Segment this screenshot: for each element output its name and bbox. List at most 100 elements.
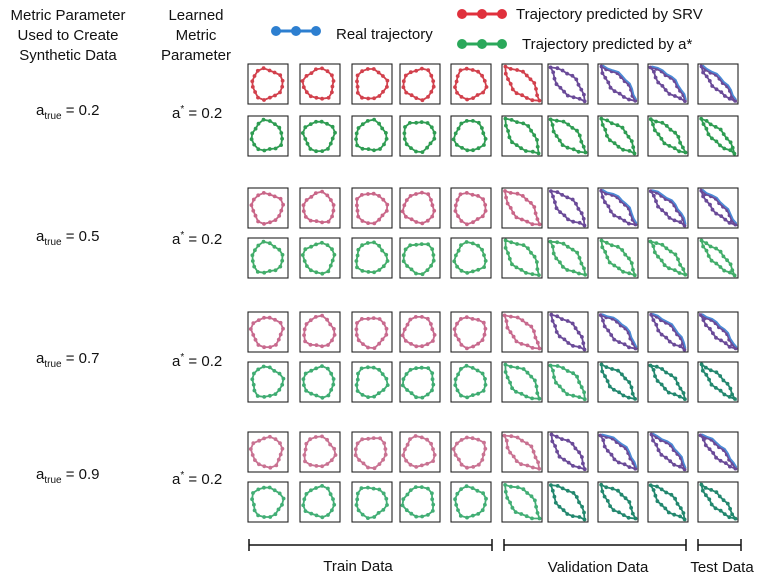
- trajectory-point: [535, 267, 540, 271]
- trajectory-point: [381, 197, 386, 202]
- trajectory-point: [551, 251, 556, 256]
- trajectory-point: [431, 258, 436, 263]
- trajectory-point: [308, 122, 313, 126]
- trajectory-point: [483, 209, 488, 213]
- trajectory-point: [471, 148, 475, 153]
- trajectory-point: [381, 508, 386, 512]
- trajectory-point: [551, 368, 555, 373]
- trajectory-point: [333, 453, 338, 457]
- trajectory-point: [455, 264, 459, 269]
- overlay-path: [601, 188, 638, 224]
- trajectory-point: [503, 489, 508, 494]
- trajectory-point: [430, 203, 435, 208]
- overlay-path: [651, 65, 687, 101]
- trajectory-point: [320, 66, 324, 71]
- trajectory-point: [402, 203, 407, 208]
- trajectory-point: [320, 240, 324, 245]
- trajectory-point: [514, 389, 518, 394]
- trajectory-point: [256, 243, 261, 248]
- trajectory-thumbnail: [247, 63, 289, 105]
- trajectory-point: [515, 191, 520, 196]
- trajectory-point: [524, 73, 529, 78]
- trajectory-point: [721, 498, 726, 503]
- trajectory-point: [571, 371, 575, 376]
- trajectory-point: [385, 202, 390, 207]
- trajectory-point: [459, 487, 463, 491]
- trajectory-point: [426, 366, 431, 370]
- trajectory-point: [429, 125, 434, 130]
- trajectory-point: [459, 317, 463, 321]
- trajectory-point: [630, 391, 635, 396]
- trajectory-point: [558, 85, 563, 90]
- trajectory-point: [326, 343, 330, 347]
- trajectory-point: [400, 209, 405, 214]
- trajectory-point: [378, 147, 382, 151]
- trajectory-point: [557, 138, 562, 143]
- trajectory-point: [409, 511, 414, 516]
- trajectory-point: [706, 132, 711, 137]
- trajectory-point: [420, 98, 425, 103]
- trajectory-point: [476, 243, 480, 248]
- trajectory-thumbnail: [647, 481, 689, 523]
- trajectory-point: [356, 508, 361, 513]
- trajectory-point: [355, 197, 359, 201]
- trajectory-point: [376, 391, 381, 396]
- trajectory-point: [267, 147, 272, 151]
- trajectory-point: [701, 70, 705, 75]
- trajectory-point: [453, 209, 458, 213]
- trajectory-point: [604, 485, 609, 490]
- trajectory-point: [660, 367, 664, 371]
- trajectory-point: [403, 447, 407, 452]
- trajectory-point: [304, 492, 309, 496]
- trajectory-point: [708, 368, 713, 373]
- trajectory-point: [273, 93, 277, 98]
- trajectory-point: [704, 126, 709, 131]
- trajectory-point: [667, 92, 672, 96]
- trajectory-point: [381, 264, 386, 269]
- trajectory-point: [429, 90, 434, 94]
- trajectory-point: [561, 508, 566, 513]
- label-train-data: Train Data: [323, 558, 393, 575]
- trajectory-point: [384, 376, 389, 381]
- trajectory-point: [707, 447, 712, 451]
- thumbnail-frame: [597, 63, 639, 105]
- trajectory-point: [511, 454, 516, 459]
- trajectory-point: [648, 363, 653, 368]
- trajectory-point: [301, 377, 306, 381]
- trajectory-thumbnail: [399, 187, 441, 229]
- trajectory-point: [503, 189, 507, 193]
- trajectory-point: [552, 76, 557, 81]
- trajectory-point: [535, 217, 540, 221]
- trajectory-point: [571, 95, 576, 100]
- trajectory-point: [733, 99, 737, 103]
- header-learned-parameter: Learned Metric Parameter: [160, 7, 232, 64]
- trajectory-point: [409, 267, 414, 272]
- trajectory-point: [519, 146, 523, 151]
- trajectory-point: [404, 142, 409, 147]
- trajectory-point: [360, 95, 364, 100]
- trajectory-point: [719, 338, 723, 343]
- trajectory-point: [314, 270, 319, 275]
- trajectory-point: [404, 508, 409, 513]
- trajectory-point: [377, 317, 382, 321]
- trajectory-point: [426, 68, 431, 72]
- trajectory-point: [609, 121, 614, 126]
- trajectory-point: [464, 66, 469, 71]
- trajectory-point: [668, 127, 673, 132]
- trajectory-point: [506, 251, 510, 255]
- trajectory-point: [717, 494, 722, 499]
- trajectory-point: [314, 343, 319, 347]
- trajectory-point: [728, 270, 732, 275]
- trajectory-point: [277, 125, 282, 130]
- trajectory-point: [672, 512, 677, 517]
- trajectory-point: [471, 220, 475, 225]
- trajectory-point: [627, 149, 632, 153]
- trajectory-point: [366, 96, 371, 101]
- trajectory-point: [728, 262, 733, 267]
- trajectory-thumbnail: [399, 481, 441, 523]
- trajectory-point: [476, 512, 481, 516]
- trajectory-point: [273, 146, 278, 151]
- trajectory-point: [653, 75, 658, 80]
- trajectory-point: [432, 130, 437, 135]
- trajectory-point: [728, 386, 733, 391]
